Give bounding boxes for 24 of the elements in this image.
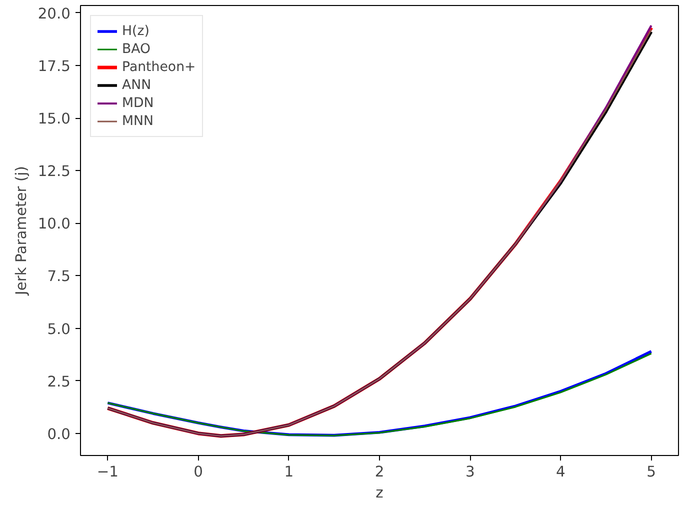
x-tick-label: 0 <box>194 464 203 480</box>
y-tick-label: 7.5 <box>47 268 71 286</box>
legend-label: MDN <box>122 94 154 112</box>
legend-label: Pantheon+ <box>122 58 196 76</box>
y-tick-label: 15.0 <box>38 110 71 128</box>
legend-label: ANN <box>122 76 152 94</box>
x-tick-label: 2 <box>374 464 384 480</box>
x-tick-label: −1 <box>96 464 118 480</box>
y-tick-label: 20.0 <box>38 5 71 22</box>
y-tick-label: 10.0 <box>38 216 71 233</box>
legend-label: BAO <box>122 40 151 58</box>
y-tick-label: 17.5 <box>38 58 71 75</box>
y-tick-label: 2.5 <box>47 373 71 390</box>
x-tick-label: 3 <box>465 464 475 480</box>
x-tick-label: 5 <box>646 464 656 480</box>
y-axis-title: Jerk Parameter (j) <box>12 166 30 296</box>
x-tick-label: 1 <box>284 464 294 480</box>
legend-label: MNN <box>122 112 154 130</box>
legend-label: H(z) <box>122 22 150 40</box>
y-tick-label: 0.0 <box>47 426 71 443</box>
x-tick-label: 4 <box>556 464 566 480</box>
y-tick-label: 5.0 <box>47 320 71 338</box>
x-axis-title: z <box>376 484 384 502</box>
y-tick-label: 12.5 <box>38 163 71 180</box>
